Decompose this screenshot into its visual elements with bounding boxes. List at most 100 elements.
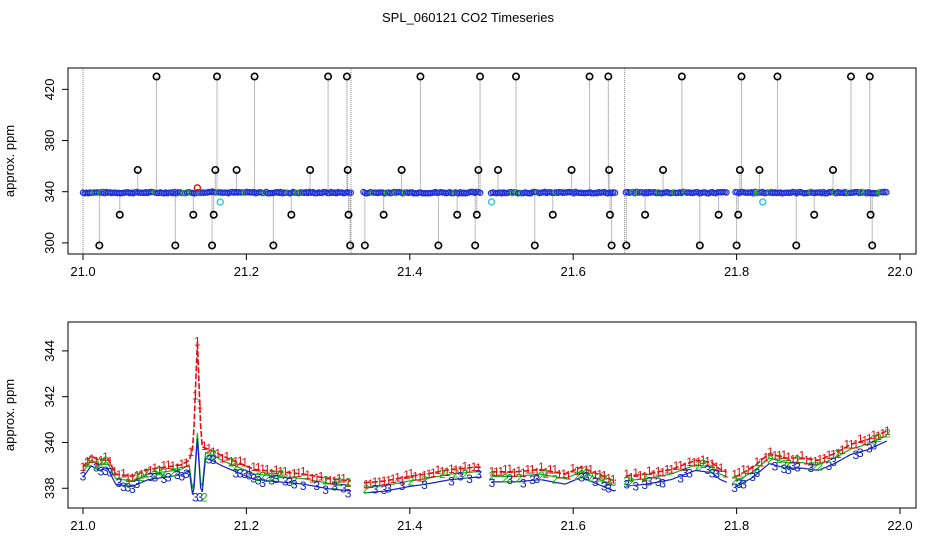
series-1-marker: 1	[228, 455, 235, 469]
outlier-point	[677, 72, 686, 81]
baseline-point	[723, 189, 730, 196]
series-1-marker: 1	[390, 472, 397, 486]
series-1-marker: 1	[781, 448, 788, 462]
series-2-marker: 2	[345, 475, 352, 489]
series-1-marker: 1	[511, 466, 518, 480]
series-1-marker: 1	[412, 470, 419, 484]
series-1-marker: 1	[93, 454, 100, 468]
series-1-marker: 1	[866, 431, 873, 445]
series-1-marker: 1	[498, 465, 505, 479]
series-1-marker: 1	[830, 447, 837, 461]
series-2-marker: 2	[98, 455, 105, 469]
outlier-point	[416, 72, 425, 81]
series-2-marker: 2	[871, 433, 878, 447]
outlier-point	[133, 165, 142, 174]
series-3-marker: 3	[641, 478, 648, 492]
series-1-marker: 1	[255, 460, 262, 474]
outlier-point	[379, 210, 388, 219]
series-1-marker: 1	[767, 445, 774, 459]
series-1-marker: 1	[394, 471, 401, 485]
series-1-marker: 1	[578, 463, 585, 477]
top-gap-lines	[82, 68, 626, 254]
series-3-marker: 3	[677, 471, 684, 485]
series-1-marker: 1	[803, 453, 810, 467]
series-3-marker: 3	[300, 479, 307, 493]
series-3-marker: 3	[372, 482, 379, 496]
x-tick-label: 21.6	[561, 518, 586, 533]
outlier-point	[232, 165, 241, 174]
series-3-marker: 3	[749, 470, 756, 484]
series-2-marker: 2	[812, 459, 819, 473]
series-3-marker: 3	[129, 482, 136, 496]
bottom-panel: 1312112312312313112313123131231212131231…	[2, 321, 917, 533]
series-1-marker: 1	[686, 455, 693, 469]
outlier-point	[287, 210, 296, 219]
series-3-marker: 3	[161, 472, 168, 486]
series-1-marker: 1	[875, 429, 882, 443]
series-2-marker: 2	[259, 470, 266, 484]
series-2-marker: 2	[781, 458, 788, 472]
series-1-marker: 1	[569, 461, 576, 475]
outlier-point	[792, 241, 801, 250]
series-2-marker: 2	[161, 466, 168, 480]
series-1-marker: 1	[785, 450, 792, 464]
bottom-x-axis: 21.0 21.2 21.4 21.6 21.8 22.0	[70, 508, 913, 533]
series-3-marker: 3	[857, 446, 864, 460]
series-1-marker: 1	[134, 469, 141, 483]
series-3-marker: 3	[808, 461, 815, 475]
series-2-marker: 2	[462, 467, 469, 481]
series-3-marker: 3	[794, 460, 801, 474]
x-tick-label: 21.4	[397, 518, 422, 533]
series-2-marker: 2	[156, 464, 163, 478]
series-1-marker: 1	[628, 471, 635, 485]
series-1-marker: 1	[192, 389, 199, 403]
series-2-marker: 2	[264, 471, 271, 485]
y-tick-label: 420	[42, 79, 57, 101]
series-1-marker: 1	[232, 455, 239, 469]
series-1-marker: 1	[439, 465, 446, 479]
series-2-marker: 2	[201, 490, 208, 504]
series-3-marker: 3	[709, 466, 716, 480]
series-3-marker: 3	[736, 477, 743, 491]
series-3-marker: 3	[165, 471, 172, 485]
series-1-marker: 1	[560, 467, 567, 481]
figure-title: SPL_060121 CO2 Timeseries	[382, 10, 554, 25]
series-1-marker: 1	[430, 466, 437, 480]
series-1-marker: 1	[219, 451, 226, 465]
series-1-marker: 1	[462, 460, 469, 474]
series-2-marker: 2	[102, 454, 109, 468]
series-1-marker: 1	[592, 468, 599, 482]
series-2-marker: 2	[516, 471, 523, 485]
series-1-marker: 1	[623, 467, 630, 481]
series-1-marker: 1	[183, 456, 190, 470]
series-2-marker: 2	[817, 459, 824, 473]
series-1-marker: 1	[84, 454, 91, 468]
series-3-marker: 3	[578, 471, 585, 485]
x-tick-label: 22.0	[887, 518, 912, 533]
series-3-marker: 3	[601, 480, 608, 494]
series-1-marker: 1	[655, 465, 662, 479]
series-2-marker: 2	[489, 469, 496, 483]
series-1-marker: 1	[336, 471, 343, 485]
series-1-marker: 1	[471, 460, 478, 474]
series-1-marker: 1	[273, 463, 280, 477]
series-1-marker: 1	[205, 441, 212, 455]
bottom-series-lines	[82, 341, 888, 495]
outlier-point	[474, 165, 483, 174]
outlier-point	[344, 210, 353, 219]
series-2-marker: 2	[232, 460, 239, 474]
series-1-marker: 1	[542, 466, 549, 480]
outlier-point	[585, 72, 594, 81]
series-1-marker: 1	[637, 469, 644, 483]
series-2-marker: 2	[138, 470, 145, 484]
y-tick-label: 338	[42, 477, 57, 499]
outlier-point	[810, 210, 819, 219]
x-tick-label: 22.0	[887, 264, 912, 279]
series-1-marker: 1	[475, 461, 482, 475]
series-1-marker: 1	[116, 468, 123, 482]
outlier-point	[397, 165, 406, 174]
x-tick-label: 21.4	[397, 264, 422, 279]
series-1-marker: 1	[381, 474, 388, 488]
series-3-marker: 3	[237, 467, 244, 481]
